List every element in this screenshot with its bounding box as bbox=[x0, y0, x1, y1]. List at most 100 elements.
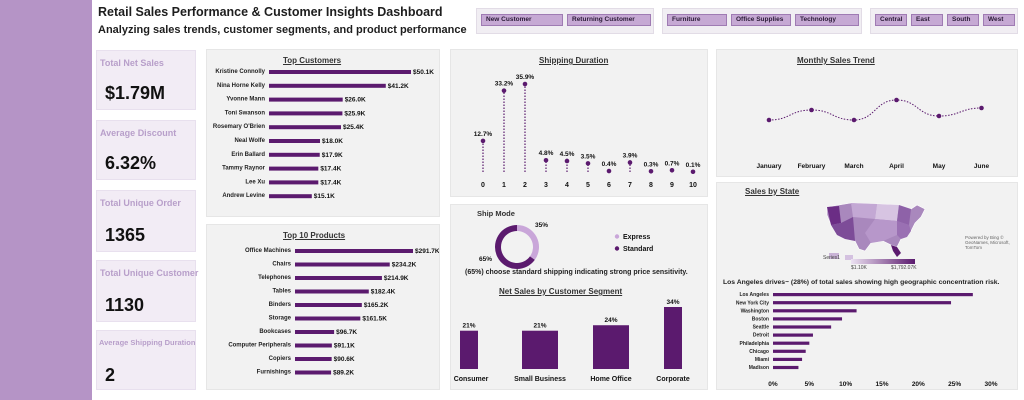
sales-by-state-title: Sales by State bbox=[745, 187, 800, 196]
bar-category-label: Computer Peripherals bbox=[228, 343, 291, 349]
legend-marker bbox=[614, 234, 620, 239]
slicer-furniture[interactable]: Furniture bbox=[667, 14, 727, 26]
segment-bar bbox=[664, 307, 682, 369]
x-tick-label: June bbox=[974, 163, 990, 170]
kpi-total-net-sales: Total Net Sales $1.79M bbox=[96, 50, 196, 110]
lollipop-value-label: 0.1% bbox=[686, 162, 701, 169]
state-bar bbox=[773, 301, 952, 305]
bar bbox=[269, 180, 319, 185]
bar bbox=[295, 370, 332, 375]
x-tick-label: 10 bbox=[689, 182, 697, 189]
state-category-label: Miami bbox=[755, 357, 770, 363]
lollipop-value-label: 3.5% bbox=[581, 153, 596, 160]
bar-category-label: Toni Swanson bbox=[225, 110, 266, 116]
x-tick-label: 10% bbox=[839, 381, 852, 388]
legend-label: Express bbox=[623, 234, 650, 241]
segment-bar bbox=[460, 330, 478, 369]
slicer-returning-customer[interactable]: Returning Customer bbox=[567, 14, 651, 26]
state-category-label: New York City bbox=[736, 300, 769, 306]
monthly-sales-point bbox=[936, 113, 942, 119]
bar-value-label: $25.4K bbox=[343, 124, 364, 131]
slicer-west[interactable]: West bbox=[983, 14, 1015, 26]
segment-chart: 21% Consumer 21% Small Business 24% Home Offi… bbox=[454, 299, 690, 383]
shipping-duration-title: Shipping Duration bbox=[539, 56, 609, 65]
lollipop-value-label: 0.3% bbox=[644, 161, 659, 168]
slicer-south[interactable]: South bbox=[947, 14, 979, 26]
sales-by-state-panel: Sales by State Powered by Bing © GeoName… bbox=[716, 182, 1018, 390]
segment-value-label: 21% bbox=[462, 323, 475, 330]
slicer-new-customer[interactable]: New Customer bbox=[481, 14, 563, 26]
slicer-east[interactable]: East bbox=[911, 14, 943, 26]
kpi-label: Average Shipping Duration bbox=[99, 338, 196, 347]
state-bar bbox=[773, 341, 810, 345]
state-bar bbox=[773, 333, 813, 337]
bar-value-label: $165.2K bbox=[364, 302, 389, 309]
kpi-label: Total Net Sales bbox=[100, 58, 164, 68]
state-bar bbox=[773, 293, 973, 297]
bar-value-label: $25.9K bbox=[344, 110, 365, 117]
kpi-label: Total Unique Customer bbox=[100, 268, 199, 278]
bar-value-label: $161.5K bbox=[362, 316, 387, 323]
slicer-technology[interactable]: Technology bbox=[795, 14, 859, 26]
segment-value-label: 34% bbox=[666, 299, 679, 306]
shipping-duration-chart: 12.7% 0 33.2% 1 35.9% 2 4.8% 3 4.5% 4 3.5% 5 0.4% 6 3.… bbox=[474, 74, 701, 189]
segment-category-label: Small Business bbox=[514, 376, 566, 383]
kpi-total-unique-customer: Total Unique Customer 1130 bbox=[96, 260, 199, 322]
x-tick-label: 15% bbox=[875, 381, 888, 388]
x-tick-label: 0 bbox=[481, 182, 485, 189]
lollipop-value-label: 33.2% bbox=[495, 81, 514, 88]
top-customers-chart: Kristine Connolly $50.1K Nina Horne Kelly $… bbox=[213, 69, 434, 200]
lollipop-point bbox=[690, 169, 696, 175]
bar-value-label: $90.6K bbox=[334, 356, 355, 363]
x-tick-label: January bbox=[757, 163, 782, 170]
x-tick-label: 3 bbox=[544, 182, 548, 189]
segment-title: Net Sales by Customer Segment bbox=[499, 287, 623, 296]
bar-value-label: $15.1K bbox=[314, 193, 335, 200]
slicer-central[interactable]: Central bbox=[875, 14, 907, 26]
bar-category-label: Storage bbox=[269, 316, 292, 322]
monthly-sales-point bbox=[809, 107, 814, 113]
kpi-average-shipping-duration: Average Shipping Duration 2 bbox=[96, 330, 196, 390]
bar bbox=[269, 194, 312, 199]
map-legend-min: $1.10K bbox=[851, 265, 867, 271]
x-tick-label: 5% bbox=[805, 381, 815, 388]
map-legend-series: Series1 bbox=[823, 255, 840, 261]
x-tick-label: 25% bbox=[948, 381, 961, 388]
lollipop-point bbox=[480, 138, 486, 144]
legend-marker bbox=[614, 246, 620, 251]
bar-value-label: $89.2K bbox=[333, 370, 354, 377]
x-tick-label: 7 bbox=[628, 182, 632, 189]
lollipop-point bbox=[669, 167, 675, 173]
donut-slice bbox=[516, 225, 539, 260]
x-tick-label: 20% bbox=[912, 381, 925, 388]
monthly-sales-point bbox=[766, 117, 772, 123]
monthly-sales-point bbox=[851, 117, 857, 123]
bar-value-label: $17.4K bbox=[320, 166, 341, 173]
slicer-office-supplies[interactable]: Office Supplies bbox=[731, 14, 791, 26]
bar-category-label: Tables bbox=[272, 289, 291, 295]
ship-mode-note: (65%) choose standard shipping indicatin… bbox=[465, 269, 688, 276]
bar-value-label: $18.0K bbox=[322, 138, 343, 145]
lollipop-point bbox=[627, 160, 633, 165]
bar-value-label: $17.4K bbox=[320, 179, 341, 186]
lollipop-point bbox=[501, 88, 507, 93]
lollipop-point bbox=[606, 168, 612, 174]
bar bbox=[269, 125, 341, 130]
lollipop-value-label: 4.5% bbox=[560, 151, 575, 158]
kpi-column: Total Net Sales $1.79M Average Discount … bbox=[92, 44, 200, 400]
bar-category-label: Andrew Levine bbox=[222, 193, 265, 199]
lollipop-value-label: 0.7% bbox=[665, 160, 680, 167]
bar bbox=[295, 357, 332, 361]
bar-value-label: $96.7K bbox=[336, 329, 357, 336]
lollipop-point bbox=[564, 158, 570, 164]
bar-value-label: $26.0K bbox=[345, 97, 366, 104]
state-category-label: Los Angeles bbox=[739, 292, 769, 298]
legend-label: Standard bbox=[623, 246, 653, 253]
map-credit: Powered by Bing © GeoNames, Microsoft, T… bbox=[965, 235, 1010, 250]
top-products-chart: Office Machines $291.7K Chairs $234.2K Telep… bbox=[228, 248, 439, 377]
x-tick-label: April bbox=[889, 163, 904, 170]
bar-category-label: Bookcases bbox=[259, 329, 291, 335]
lollipop-point bbox=[522, 81, 528, 87]
state-category-label: Philadelphia bbox=[740, 341, 770, 347]
bar bbox=[269, 166, 319, 171]
